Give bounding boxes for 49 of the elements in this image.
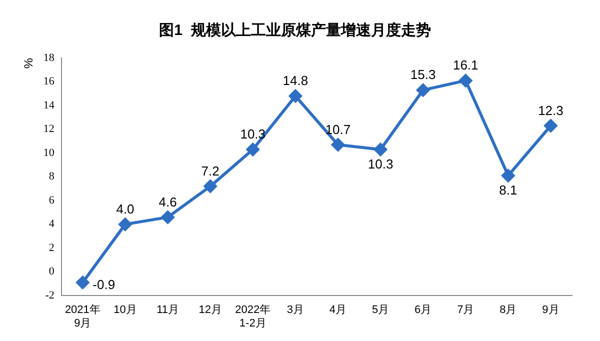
x-tick-label: 5月 [372,304,390,316]
data-label: 10.7 [325,122,351,137]
data-label: 10.3 [240,126,266,142]
x-tick-label: 7月 [457,304,474,316]
point [502,169,515,182]
point [288,90,302,103]
x-tick-label: 4月 [329,304,347,316]
y-tick-label: -2 [45,289,54,302]
point [204,180,217,193]
point [118,218,132,231]
data-label: 4.6 [158,194,177,210]
data-label: 16.1 [452,58,478,73]
point [161,210,174,224]
x-tick-label: 10月 [114,304,137,316]
y-tick-label: 0 [48,266,55,278]
y-axis-title: % [22,58,36,69]
point [459,74,472,88]
y-tick-label: 4 [48,218,55,230]
y-tick-label: 6 [48,194,55,206]
x-tick-label: 9月 [542,304,560,316]
y-tick-label: 18 [43,52,55,64]
point [246,142,260,156]
y-tick-label: 12 [43,123,54,136]
data-label: 4.0 [116,201,134,216]
point [374,142,388,156]
data-label: -0.9 [92,277,116,292]
point [331,138,344,152]
x-tick-label: 2022年 1-2月 [235,304,271,330]
x-tick-label: 6月 [414,304,432,316]
point [544,119,558,132]
data-label: 10.3 [368,156,394,172]
data-label: 8.1 [499,182,518,198]
point [416,84,430,97]
point [76,276,90,290]
y-tick-label: 14 [43,99,55,112]
data-label: 15.3 [410,67,436,82]
y-tick-label: 2 [48,242,54,254]
x-tick-label: 12月 [198,304,222,316]
x-tick-label: 3月 [286,304,304,316]
y-tick-label: 8 [48,170,55,183]
x-tick-label: 2021年 9月 [64,304,100,330]
x-tick-label: 8月 [500,304,517,316]
data-label: 7.2 [201,163,220,178]
x-tick-label: 11月 [156,304,179,316]
data-label: 14.8 [282,73,308,88]
y-tick-label: 16 [43,76,55,88]
data-label: 12.3 [538,102,564,118]
y-tick-label: 10 [43,146,55,159]
chart-title: 图1 规模以上工业原煤产量增速月度走势 [159,21,431,40]
